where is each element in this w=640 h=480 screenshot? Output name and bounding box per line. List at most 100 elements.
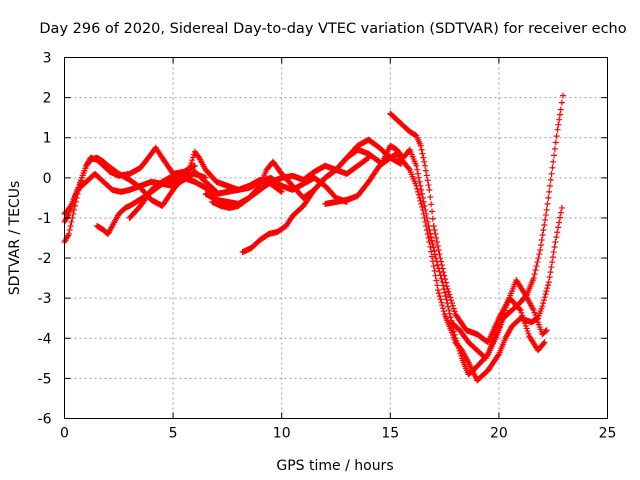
data-point — [437, 296, 444, 303]
data-point — [439, 302, 446, 309]
data-point — [415, 191, 422, 198]
plot-frame — [64, 57, 608, 419]
data-point — [555, 121, 562, 128]
data-point — [427, 194, 434, 201]
data-point — [418, 186, 425, 193]
data-point — [552, 239, 559, 246]
data-point — [433, 235, 440, 241]
data-point — [65, 230, 72, 237]
y-tick-label: 2 — [43, 91, 52, 107]
data-point — [523, 292, 530, 299]
data-point — [71, 206, 78, 213]
x-axis-label: GPS time / hours — [276, 458, 393, 474]
y-tick-label: 3 — [43, 51, 52, 67]
data-point — [426, 186, 433, 193]
data-point — [558, 204, 565, 211]
data-point — [553, 133, 560, 140]
data-point — [518, 309, 525, 316]
y-tick-label: -3 — [38, 291, 52, 307]
data-point — [434, 243, 441, 250]
data-point — [433, 258, 440, 265]
data-point — [521, 317, 528, 324]
data-point — [446, 291, 453, 298]
x-tick-label: 20 — [490, 426, 508, 442]
y-tick-label: 0 — [43, 171, 52, 187]
data-point — [543, 288, 550, 295]
data-point — [414, 170, 421, 177]
data-point — [516, 306, 523, 313]
data-point — [542, 291, 549, 298]
data-point — [557, 106, 564, 113]
data-point — [434, 282, 441, 289]
data-point — [422, 167, 429, 174]
data-point — [524, 328, 531, 335]
data-point — [554, 126, 561, 133]
data-point — [531, 271, 538, 278]
data-point — [190, 154, 197, 161]
data-point — [503, 301, 510, 308]
data-point — [519, 312, 526, 319]
data-point — [540, 340, 547, 347]
data-point — [553, 234, 560, 241]
data-point — [431, 267, 438, 274]
data-point — [431, 248, 438, 255]
data-point — [416, 178, 423, 185]
data-point — [451, 308, 458, 315]
data-point — [543, 206, 550, 213]
x-tick-labels: 0 5 10 15 20 25 — [60, 426, 616, 442]
data-point — [536, 251, 543, 258]
data-point — [544, 200, 551, 207]
data-point — [436, 293, 443, 300]
data-point — [556, 111, 563, 118]
data-point — [68, 218, 75, 225]
data-point — [445, 303, 452, 310]
series-track-10 — [322, 150, 565, 384]
data-point — [430, 263, 437, 270]
data-point — [542, 211, 549, 218]
y-tick-label: -2 — [38, 251, 52, 267]
data-point — [542, 328, 549, 335]
x-tick-label: 25 — [599, 426, 617, 442]
data-point — [542, 216, 549, 223]
data-point — [451, 331, 458, 338]
data-point — [436, 268, 443, 275]
data-point — [445, 288, 452, 295]
x-tick-label: 10 — [273, 426, 291, 442]
data-point — [544, 285, 551, 292]
data-point — [540, 226, 547, 233]
data-point — [428, 233, 435, 240]
data-point — [551, 244, 558, 251]
data-point — [501, 307, 508, 314]
data-point — [425, 182, 432, 189]
data-point — [419, 150, 426, 157]
data-point — [558, 99, 565, 106]
data-point — [66, 226, 73, 233]
data-point — [420, 154, 427, 161]
data-point — [189, 157, 196, 164]
data-point — [417, 197, 424, 204]
data-point — [551, 152, 558, 159]
data-point — [521, 320, 528, 327]
data-point — [546, 188, 553, 195]
data-point — [438, 299, 445, 306]
data-point — [424, 177, 431, 184]
y-tick-label: -1 — [38, 211, 52, 227]
data-point — [537, 247, 544, 254]
data-series — [61, 92, 566, 384]
data-point — [547, 176, 554, 183]
x-tick-label: 0 — [60, 426, 69, 442]
data-point — [495, 352, 502, 359]
data-point — [429, 241, 436, 248]
data-point — [432, 251, 439, 258]
data-point — [556, 116, 563, 123]
data-point — [422, 206, 429, 213]
data-point — [67, 203, 74, 210]
data-point — [543, 327, 550, 334]
data-point — [530, 275, 537, 282]
data-point — [414, 166, 421, 173]
data-point — [421, 202, 428, 209]
data-point — [534, 259, 541, 266]
data-point — [419, 194, 426, 201]
y-tick-label: 1 — [43, 131, 52, 147]
data-point — [523, 325, 530, 332]
